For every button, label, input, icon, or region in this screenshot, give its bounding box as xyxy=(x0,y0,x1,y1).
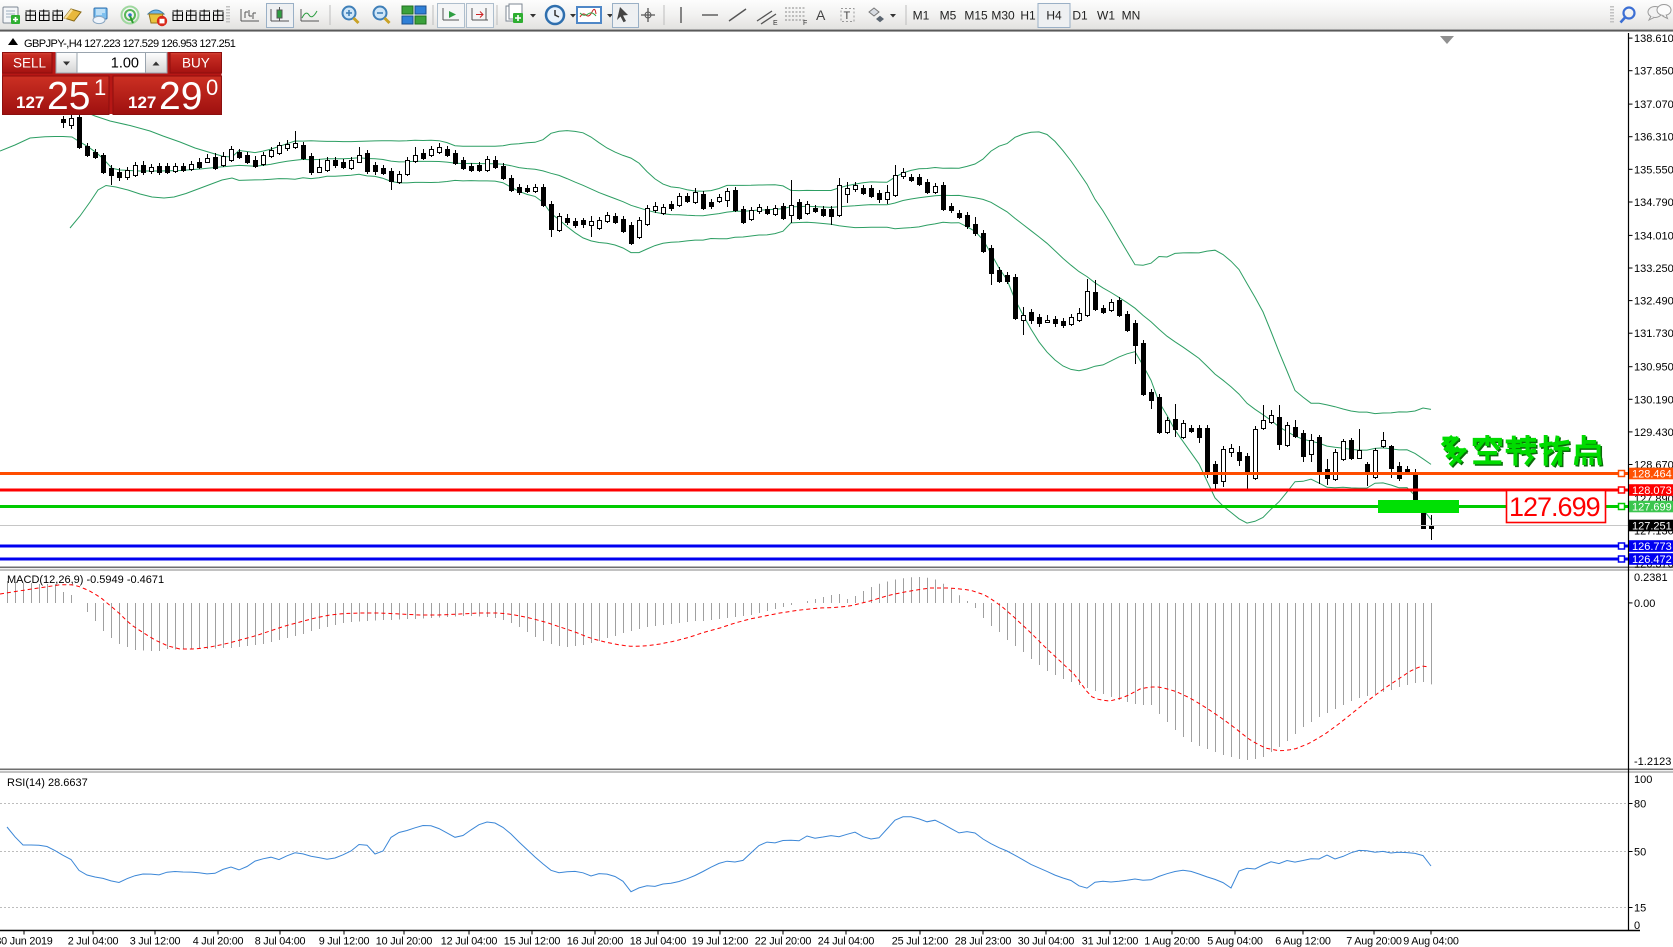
svg-text:3 Jul 12:00: 3 Jul 12:00 xyxy=(130,936,181,947)
svg-text:1 Aug 20:00: 1 Aug 20:00 xyxy=(1144,936,1200,947)
svg-text:80: 80 xyxy=(1634,799,1646,811)
svg-text:4 Jul 20:00: 4 Jul 20:00 xyxy=(193,936,244,947)
svg-text:134.010: 134.010 xyxy=(1634,230,1673,242)
svg-text:0.00: 0.00 xyxy=(1634,598,1655,610)
svg-text:126.472: 126.472 xyxy=(1632,554,1672,566)
svg-text:135.550: 135.550 xyxy=(1634,164,1673,176)
svg-text:M15: M15 xyxy=(964,9,988,23)
svg-text:9 Jul 12:00: 9 Jul 12:00 xyxy=(319,936,370,947)
svg-text:128.464: 128.464 xyxy=(1632,469,1672,481)
svg-text:15: 15 xyxy=(1634,903,1646,915)
svg-text:127: 127 xyxy=(16,93,44,112)
svg-text:5 Aug 04:00: 5 Aug 04:00 xyxy=(1207,936,1263,947)
svg-text:T: T xyxy=(844,10,851,22)
svg-text:25: 25 xyxy=(47,75,90,118)
svg-text:127.251: 127.251 xyxy=(1632,521,1672,533)
svg-text:31 Jul 12:00: 31 Jul 12:00 xyxy=(1082,936,1139,947)
svg-text:1.00: 1.00 xyxy=(111,56,139,72)
svg-text:BUY: BUY xyxy=(182,56,210,71)
svg-text:30 Jul 04:00: 30 Jul 04:00 xyxy=(1018,936,1075,947)
svg-text:130.190: 130.190 xyxy=(1634,394,1673,406)
svg-text:25 Jul 12:00: 25 Jul 12:00 xyxy=(892,936,949,947)
svg-text:128.073: 128.073 xyxy=(1632,485,1672,497)
svg-text:M1: M1 xyxy=(913,9,930,23)
svg-text:15 Jul 12:00: 15 Jul 12:00 xyxy=(504,936,561,947)
svg-text:A: A xyxy=(816,7,826,23)
svg-text:137.850: 137.850 xyxy=(1634,66,1673,78)
svg-text:8 Jul 04:00: 8 Jul 04:00 xyxy=(255,936,306,947)
svg-text:50: 50 xyxy=(1634,847,1646,859)
svg-text:GBPJPY-,H4 127.223 127.529 12: GBPJPY-,H4 127.223 127.529 126.953 127.2… xyxy=(24,38,236,50)
svg-text:132.490: 132.490 xyxy=(1634,296,1673,308)
svg-text:M30: M30 xyxy=(991,9,1015,23)
svg-text:100: 100 xyxy=(1634,774,1652,786)
svg-text:29: 29 xyxy=(159,75,202,118)
svg-text:12 Jul 04:00: 12 Jul 04:00 xyxy=(441,936,498,947)
svg-text:1: 1 xyxy=(94,75,106,100)
svg-text:0: 0 xyxy=(206,75,218,100)
svg-text:6 Aug 12:00: 6 Aug 12:00 xyxy=(1275,936,1331,947)
svg-text:-1.2123: -1.2123 xyxy=(1634,756,1671,768)
svg-text:133.250: 133.250 xyxy=(1634,263,1673,275)
svg-text:7 Aug 20:00: 7 Aug 20:00 xyxy=(1346,936,1402,947)
svg-text:M5: M5 xyxy=(940,9,957,23)
svg-text:28 Jul 23:00: 28 Jul 23:00 xyxy=(955,936,1012,947)
svg-text:0.2381: 0.2381 xyxy=(1634,572,1668,584)
svg-text:130.950: 130.950 xyxy=(1634,362,1673,374)
svg-text:9 Aug 04:00: 9 Aug 04:00 xyxy=(1403,936,1459,947)
svg-text:18 Jul 04:00: 18 Jul 04:00 xyxy=(630,936,687,947)
svg-text:2 Jul 04:00: 2 Jul 04:00 xyxy=(68,936,119,947)
svg-text:0: 0 xyxy=(1634,920,1640,932)
svg-text:MACD(12,26,9) -0.5949 -0.4671: MACD(12,26,9) -0.5949 -0.4671 xyxy=(7,574,164,586)
svg-text:E: E xyxy=(773,20,778,27)
svg-text:RSI(14) 28.6637: RSI(14) 28.6637 xyxy=(7,777,88,789)
svg-text:127.699: 127.699 xyxy=(1632,502,1672,514)
svg-text:H1: H1 xyxy=(1020,9,1036,23)
svg-text:F: F xyxy=(803,20,807,27)
svg-text:127: 127 xyxy=(128,93,156,112)
svg-text:16 Jul 20:00: 16 Jul 20:00 xyxy=(567,936,624,947)
svg-text:138.610: 138.610 xyxy=(1634,33,1673,45)
svg-text:24 Jul 04:00: 24 Jul 04:00 xyxy=(818,936,875,947)
svg-text:127.699: 127.699 xyxy=(1509,492,1600,522)
svg-text:W1: W1 xyxy=(1097,9,1115,23)
svg-text:22 Jul 20:00: 22 Jul 20:00 xyxy=(755,936,812,947)
svg-text:126.773: 126.773 xyxy=(1632,541,1672,553)
svg-text:134.790: 134.790 xyxy=(1634,197,1673,209)
svg-text:10 Jul 20:00: 10 Jul 20:00 xyxy=(376,936,433,947)
svg-text:19 Jul 12:00: 19 Jul 12:00 xyxy=(692,936,749,947)
svg-text:136.310: 136.310 xyxy=(1634,132,1673,144)
svg-text:131.730: 131.730 xyxy=(1634,328,1673,340)
svg-text:129.430: 129.430 xyxy=(1634,427,1673,439)
svg-text:MN: MN xyxy=(1122,9,1141,23)
svg-text:SELL: SELL xyxy=(13,56,47,71)
svg-text:137.070: 137.070 xyxy=(1634,99,1673,111)
svg-text:D1: D1 xyxy=(1072,9,1088,23)
svg-text:H4: H4 xyxy=(1046,9,1062,23)
svg-text:30 Jun 2019: 30 Jun 2019 xyxy=(0,936,53,947)
